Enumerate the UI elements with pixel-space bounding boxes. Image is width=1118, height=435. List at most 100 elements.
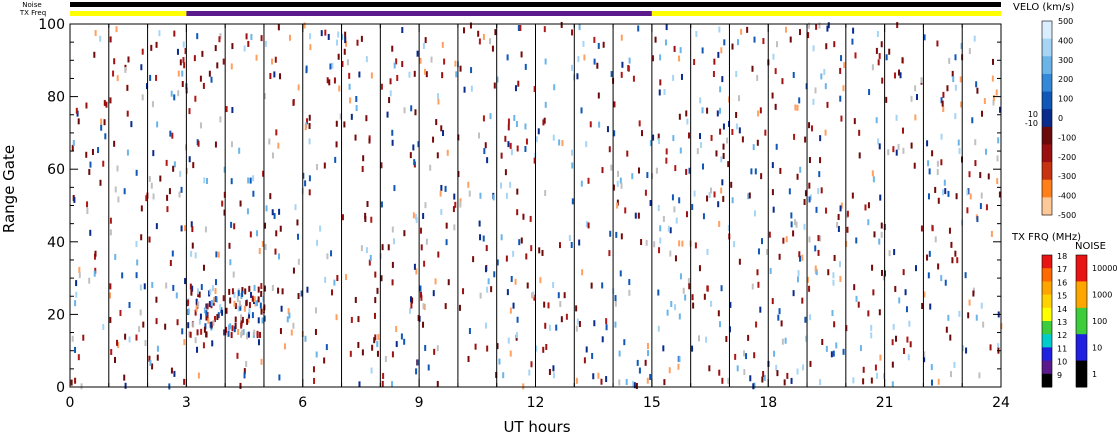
scatter-point — [741, 136, 744, 143]
scatter-point — [365, 115, 368, 122]
scatter-point — [424, 202, 427, 209]
scatter-point — [620, 34, 623, 41]
velocity-colorbar-swatch — [1042, 144, 1052, 163]
scatter-point — [877, 59, 880, 66]
scatter-point — [201, 50, 204, 57]
scatter-point — [239, 382, 242, 389]
scatter-point — [116, 165, 119, 172]
scatter-point — [155, 296, 158, 303]
scatter-point — [751, 65, 754, 72]
scatter-point — [443, 58, 446, 65]
scatter-point — [882, 274, 885, 281]
scatter-point — [236, 352, 239, 359]
scatter-point — [784, 337, 787, 344]
scatter-point — [219, 304, 222, 311]
scatter-point — [331, 62, 334, 69]
scatter-point — [839, 67, 842, 74]
scatter-point — [85, 151, 88, 158]
scatter-point — [245, 361, 248, 368]
scatter-point — [960, 42, 963, 49]
scatter-point — [425, 238, 428, 245]
scatter-point — [151, 363, 154, 370]
noise-colorbar-title: NOISE — [1075, 241, 1106, 252]
scatter-point — [165, 159, 168, 166]
scatter-point — [233, 300, 236, 307]
scatter-point — [936, 168, 939, 175]
scatter-point — [149, 359, 152, 366]
scatter-point — [99, 179, 102, 186]
scatter-point — [386, 111, 389, 118]
scatter-point — [543, 301, 546, 308]
scatter-point — [74, 346, 77, 353]
scatter-point — [128, 336, 131, 343]
scatter-point — [395, 341, 398, 348]
scatter-point — [222, 295, 225, 302]
scatter-point — [484, 266, 487, 273]
scatter-point — [775, 143, 778, 150]
scatter-point — [914, 85, 917, 92]
scatter-point — [674, 165, 677, 172]
scatter-point — [797, 270, 800, 277]
scatter-point — [699, 97, 702, 104]
scatter-point — [109, 217, 112, 224]
scatter-point — [623, 339, 626, 346]
scatter-point — [250, 33, 253, 40]
scatter-point — [862, 378, 865, 385]
scatter-point — [243, 45, 246, 52]
scatter-point — [255, 54, 258, 61]
noise-colorbar-swatch — [1076, 281, 1087, 309]
scatter-point — [319, 225, 322, 232]
scatter-point — [333, 77, 336, 84]
scatter-point — [197, 140, 200, 147]
scatter-point — [419, 57, 422, 64]
scatter-point — [992, 94, 995, 101]
scatter-point — [644, 359, 647, 366]
scatter-point — [409, 307, 412, 314]
scatter-point — [192, 162, 195, 169]
scatter-point — [519, 24, 522, 31]
scatter-point — [278, 253, 281, 260]
scatter-point — [420, 227, 423, 234]
scatter-point — [261, 240, 264, 247]
scatter-point — [195, 305, 198, 312]
scatter-point — [144, 340, 147, 347]
scatter-point — [990, 230, 993, 237]
scatter-point — [517, 80, 520, 87]
scatter-point — [184, 47, 187, 54]
scatter-point — [248, 285, 251, 292]
scatter-point — [997, 343, 1000, 350]
scatter-point — [470, 85, 473, 92]
scatter-point — [516, 316, 519, 323]
scatter-point — [846, 210, 849, 217]
scatter-point — [751, 283, 754, 290]
noise-colorbar-tick: 1 — [1092, 370, 1097, 379]
scatter-point — [576, 318, 579, 325]
scatter-point — [773, 350, 776, 357]
scatter-point — [893, 249, 896, 256]
scatter-point — [228, 288, 231, 295]
scatter-point — [223, 166, 226, 173]
scatter-point — [484, 322, 487, 329]
scatter-point — [196, 288, 199, 295]
scatter-point — [638, 120, 641, 127]
scatter-point — [218, 36, 221, 43]
scatter-point — [535, 345, 538, 352]
scatter-point — [718, 220, 721, 227]
scatter-point — [764, 129, 767, 136]
scatter-point — [72, 140, 75, 147]
scatter-point — [756, 269, 759, 276]
scatter-point — [790, 221, 793, 228]
scatter-point — [672, 74, 675, 81]
scatter-point — [109, 36, 112, 43]
scatter-point — [126, 149, 129, 156]
scatter-point — [878, 309, 881, 316]
scatter-point — [412, 144, 415, 151]
scatter-point — [211, 340, 214, 347]
scatter-point — [632, 75, 635, 82]
scatter-point — [462, 288, 465, 295]
scatter-point — [326, 77, 329, 84]
scatter-point — [156, 121, 159, 128]
scatter-point — [403, 107, 406, 114]
scatter-point — [937, 197, 940, 204]
y-tick-label: 100 — [38, 17, 65, 33]
